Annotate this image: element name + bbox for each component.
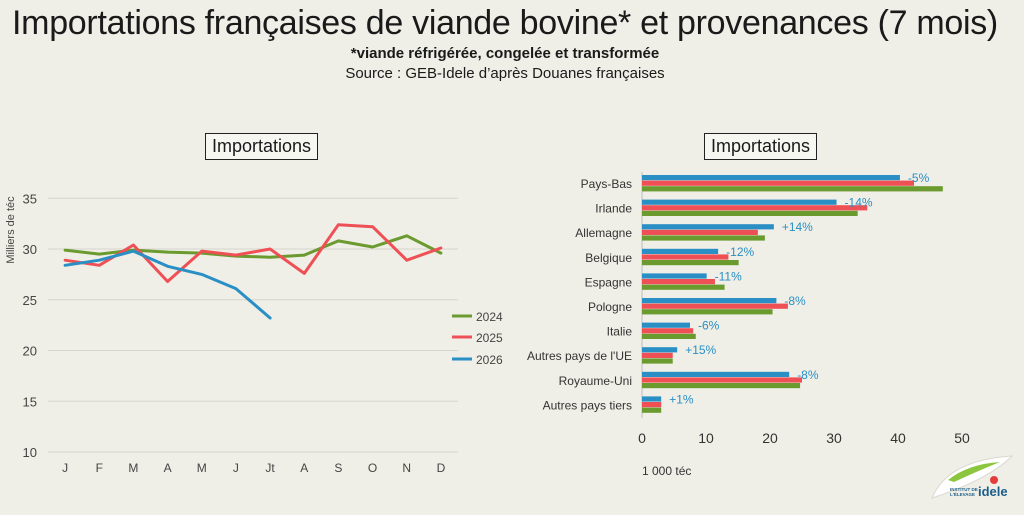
category-label: Pologne bbox=[588, 300, 632, 314]
bar-2025 bbox=[642, 279, 715, 285]
x-tick-label: 20 bbox=[762, 430, 778, 446]
x-tick-label: M bbox=[197, 461, 207, 475]
bar-2024 bbox=[642, 260, 739, 266]
legend-label-2025: 2025 bbox=[476, 331, 503, 345]
source-note: Source : GEB-Idele d’après Douanes franç… bbox=[345, 65, 665, 82]
y-tick-label: 10 bbox=[23, 445, 37, 460]
change-label: -6% bbox=[698, 319, 720, 333]
x-tick-label: O bbox=[368, 461, 377, 475]
change-label: -8% bbox=[797, 368, 819, 382]
bar-2025 bbox=[642, 352, 673, 358]
bar-chart-title: Importations bbox=[704, 133, 818, 160]
bar-2024 bbox=[642, 186, 943, 192]
change-label: +15% bbox=[685, 343, 716, 357]
category-label: Autres pays tiers bbox=[543, 398, 632, 412]
legend-label-2024: 2024 bbox=[476, 310, 503, 324]
bar-2024 bbox=[642, 407, 662, 413]
bar-2026 bbox=[642, 199, 837, 205]
bar-2025 bbox=[642, 229, 758, 235]
x-tick-label: A bbox=[300, 461, 308, 475]
category-label: Royaume-Uni bbox=[559, 374, 632, 388]
series-line-2024 bbox=[63, 234, 443, 259]
bar-2025 bbox=[642, 205, 868, 211]
bar-2026 bbox=[642, 248, 719, 254]
bar-2024 bbox=[642, 210, 858, 216]
x-tick-label: 10 bbox=[698, 430, 714, 446]
legend-label-2026: 2026 bbox=[476, 353, 503, 367]
y-tick-label: 35 bbox=[23, 191, 37, 206]
bar-2025 bbox=[642, 377, 802, 383]
bar-2025 bbox=[642, 303, 788, 309]
bar-2024 bbox=[642, 358, 673, 364]
x-tick-label: 30 bbox=[826, 430, 842, 446]
logo-text-line1: INSTITUT DE bbox=[950, 487, 978, 492]
bar-2024 bbox=[642, 333, 696, 339]
bar-2026 bbox=[642, 396, 662, 402]
logo-swoosh-icon bbox=[948, 462, 1000, 482]
y-tick-label: 25 bbox=[23, 293, 37, 308]
y-tick-label: 20 bbox=[23, 344, 37, 359]
category-label: Autres pays de l'UE bbox=[527, 349, 632, 363]
category-label: Pays-Bas bbox=[581, 177, 632, 191]
x-tick-label: 40 bbox=[890, 430, 906, 446]
bar-2024 bbox=[642, 284, 725, 290]
bar-2026 bbox=[642, 175, 900, 181]
y-tick-label: 15 bbox=[23, 394, 37, 409]
change-label: -5% bbox=[908, 171, 930, 185]
bar-2024 bbox=[642, 383, 801, 389]
x-tick-label: A bbox=[164, 461, 172, 475]
change-label: -12% bbox=[726, 245, 754, 259]
line-chart-title: Importations bbox=[205, 133, 319, 160]
series-line-2026 bbox=[63, 249, 272, 320]
page-title: Importations françaises de viande bovine… bbox=[12, 4, 998, 42]
x-tick-label: 0 bbox=[638, 430, 646, 446]
logo-brand: idele bbox=[978, 484, 1008, 499]
x-axis-label: 1 000 téc bbox=[642, 464, 691, 478]
idele-logo: INSTITUT DE L'ÉLEVAGE idele bbox=[931, 455, 1014, 499]
y-axis-label: Milliers de téc bbox=[5, 196, 17, 264]
logo-text-line2: L'ÉLEVAGE bbox=[950, 490, 975, 497]
change-label: -11% bbox=[715, 269, 742, 283]
category-label: Italie bbox=[607, 325, 633, 339]
x-tick-label: S bbox=[334, 461, 342, 475]
x-tick-label: J bbox=[62, 461, 68, 475]
x-tick-label: F bbox=[96, 461, 103, 475]
x-tick-label: N bbox=[402, 461, 411, 475]
category-label: Belgique bbox=[585, 251, 632, 265]
x-tick-label: Jt bbox=[265, 461, 275, 475]
category-label: Espagne bbox=[585, 275, 633, 289]
x-tick-label: D bbox=[437, 461, 446, 475]
bar-2025 bbox=[642, 328, 694, 334]
x-tick-label: M bbox=[128, 461, 138, 475]
bar-2025 bbox=[642, 402, 662, 408]
bar-2024 bbox=[642, 235, 765, 241]
change-label: -14% bbox=[845, 196, 873, 210]
x-tick-label: 50 bbox=[954, 430, 970, 446]
y-tick-label: 30 bbox=[23, 242, 37, 257]
bar-2026 bbox=[642, 371, 790, 377]
bar-2025 bbox=[642, 180, 914, 186]
bar-2026 bbox=[642, 273, 707, 279]
change-label: -8% bbox=[784, 294, 806, 308]
bar-2026 bbox=[642, 347, 678, 353]
series-line-2025 bbox=[63, 223, 443, 283]
bar-2025 bbox=[642, 254, 729, 260]
logo-drop-icon bbox=[990, 476, 998, 484]
bar-2024 bbox=[642, 309, 773, 315]
category-label: Allemagne bbox=[575, 226, 632, 240]
category-label: Irlande bbox=[595, 202, 632, 216]
bar-2026 bbox=[642, 298, 777, 304]
bar-2026 bbox=[642, 322, 690, 328]
logo-shape bbox=[931, 455, 1014, 499]
change-label: +1% bbox=[669, 392, 694, 406]
page-subtitle: *viande réfrigérée, congelée et transfor… bbox=[350, 45, 660, 62]
x-tick-label: J bbox=[233, 461, 239, 475]
bar-2026 bbox=[642, 224, 774, 230]
change-label: +14% bbox=[782, 220, 813, 234]
